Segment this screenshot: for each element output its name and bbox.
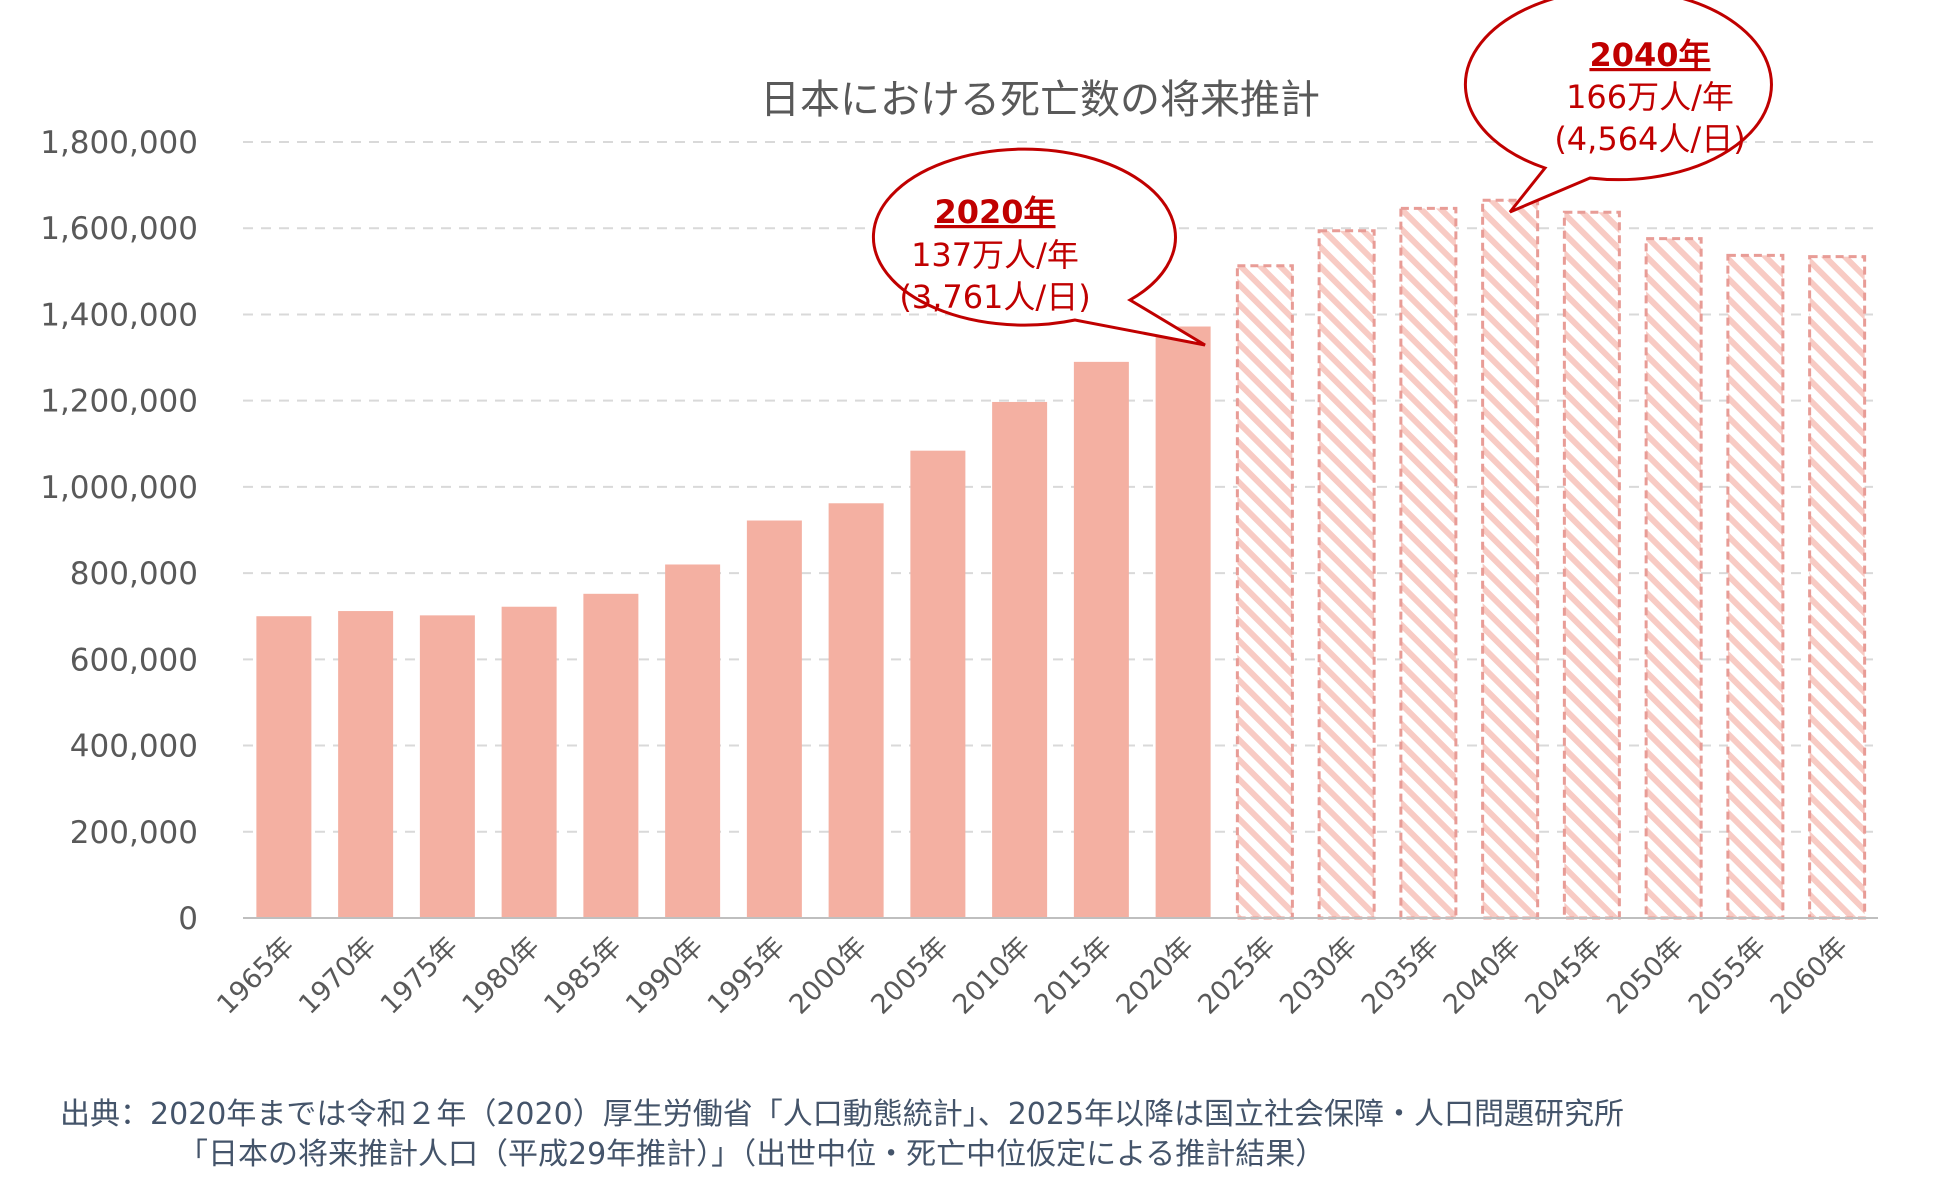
x-tick-label: 2030年 xyxy=(1274,931,1364,1021)
source-line-1: 出典：2020年までは令和２年（2020）厚生労働省「人口動態統計」、2025年… xyxy=(60,1097,1625,1132)
x-tick-label: 2040年 xyxy=(1437,931,1527,1021)
x-tick-label: 1990年 xyxy=(620,931,710,1021)
y-tick-label: 800,000 xyxy=(70,556,198,592)
callout-2040-line2: (4,564人/日) xyxy=(1554,120,1745,158)
x-tick-label: 2005年 xyxy=(865,931,955,1021)
y-tick-label: 1,400,000 xyxy=(40,297,198,333)
x-tick-label: 2010年 xyxy=(947,931,1037,1021)
y-tick-label: 0 xyxy=(178,901,198,937)
bar xyxy=(828,503,884,918)
x-tick-label: 2025年 xyxy=(1192,931,1282,1021)
x-tick-label: 2055年 xyxy=(1683,931,1773,1021)
bar xyxy=(1644,237,1703,920)
callout-2040: 2040年 166万人/年 (4,564人/日) xyxy=(1463,0,1773,214)
bar xyxy=(338,611,394,918)
bar xyxy=(1073,361,1129,918)
y-tick-label: 1,800,000 xyxy=(40,125,198,161)
y-tick-label: 1,000,000 xyxy=(40,470,198,506)
chart-title: 日本における死亡数の将来推計 xyxy=(760,77,1320,123)
x-tick-label: 2020年 xyxy=(1110,931,1200,1021)
callout-2020-line2: (3,761人/日) xyxy=(899,278,1090,316)
x-tick-label: 1970年 xyxy=(293,931,383,1021)
bar xyxy=(583,593,639,918)
bar xyxy=(1317,229,1376,920)
x-tick-label: 1980年 xyxy=(456,931,546,1021)
bar xyxy=(992,401,1048,919)
bar xyxy=(910,450,966,918)
bar xyxy=(1235,264,1294,920)
callout-2020-line1: 137万人/年 xyxy=(911,236,1079,274)
x-tick-label: 1995年 xyxy=(702,931,792,1021)
callout-2020-bubble xyxy=(871,147,1206,347)
x-tick-label: 2060年 xyxy=(1764,931,1854,1021)
callout-2020-label: 2020年 xyxy=(934,193,1055,231)
death-projection-chart: 日本における死亡数の将来推計 0 200,000 400,000 600,000 800… xyxy=(40,0,1878,1021)
bar xyxy=(256,616,312,918)
y-tick-label: 600,000 xyxy=(70,642,198,678)
x-tick-label: 2015年 xyxy=(1029,931,1119,1021)
x-tick-label: 2050年 xyxy=(1601,931,1691,1021)
y-tick-label: 200,000 xyxy=(70,815,198,851)
callout-2020: 2020年 137万人/年 (3,761人/日) xyxy=(871,147,1206,347)
x-tick-label: 1965年 xyxy=(211,931,301,1021)
x-tick-label: 2035年 xyxy=(1356,931,1446,1021)
bar xyxy=(1481,198,1540,920)
bar xyxy=(1155,326,1211,918)
bar xyxy=(419,615,475,918)
x-tick-label: 1975年 xyxy=(375,931,465,1021)
callout-2040-label: 2040年 xyxy=(1589,36,1710,74)
bar xyxy=(665,564,721,918)
source-line-2: 「日本の将来推計人口（平成29年推計）」（出世中位・死亡中位仮定による推計結果） xyxy=(178,1137,1326,1172)
callout-2040-line1: 166万人/年 xyxy=(1566,78,1734,116)
callout-2040-bubble xyxy=(1463,0,1773,214)
bars xyxy=(256,198,1867,920)
x-tick-label: 1985年 xyxy=(538,931,628,1021)
x-axis-ticks: 1965年1970年1975年1980年1985年1990年1995年2000年… xyxy=(211,931,1854,1021)
bar xyxy=(746,520,802,918)
bar xyxy=(501,606,557,918)
bar xyxy=(1726,253,1785,920)
source-note: 出典：2020年までは令和２年（2020）厚生労働省「人口動態統計」、2025年… xyxy=(60,1095,1624,1175)
bar xyxy=(1562,210,1621,920)
y-tick-label: 1,600,000 xyxy=(40,211,198,247)
y-tick-label: 400,000 xyxy=(70,729,198,765)
x-tick-label: 2000年 xyxy=(783,931,873,1021)
x-tick-label: 2045年 xyxy=(1519,931,1609,1021)
y-axis-ticks: 0 200,000 400,000 600,000 800,000 1,000,000 1,… xyxy=(40,125,198,937)
bar xyxy=(1399,206,1458,920)
bar xyxy=(1808,255,1867,920)
y-tick-label: 1,200,000 xyxy=(40,384,198,420)
